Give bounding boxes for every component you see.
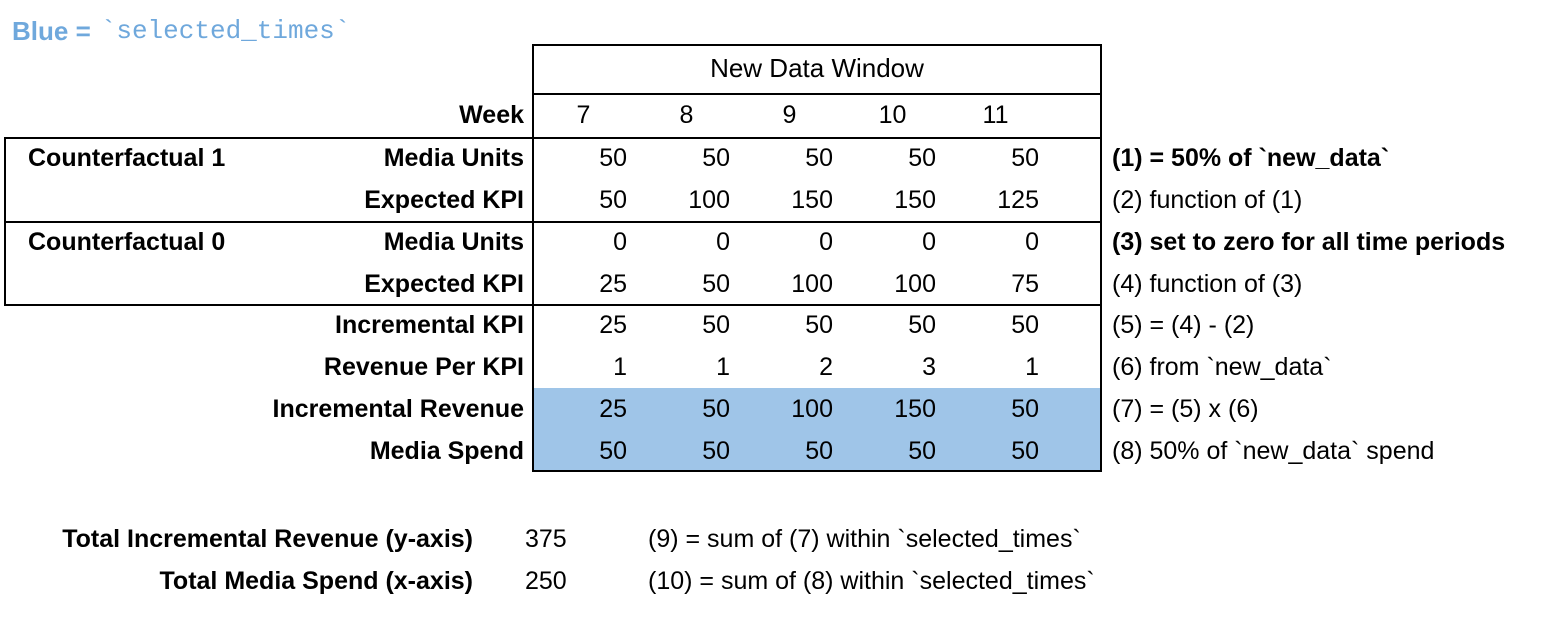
data-cell: 25 <box>599 394 627 423</box>
row-annotation: (5) = (4) - (2) <box>1112 310 1255 339</box>
row-annotation: (4) function of (3) <box>1112 269 1303 298</box>
table-header-new-data-window: New Data Window <box>710 53 924 83</box>
week-cell: 9 <box>782 100 797 129</box>
data-cell: 1 <box>716 352 730 381</box>
data-cell: 1 <box>1025 352 1039 381</box>
data-cell: 100 <box>791 269 833 298</box>
data-cell: 50 <box>805 310 833 339</box>
data-cell: 100 <box>791 394 833 423</box>
label-box-border-left <box>4 137 6 306</box>
data-cell: 50 <box>805 436 833 465</box>
data-cell: 50 <box>702 436 730 465</box>
data-cell: 50 <box>599 185 627 214</box>
data-cell: 50 <box>599 436 627 465</box>
data-cell: 25 <box>599 269 627 298</box>
counterfactual0-bottom-border <box>4 304 1102 306</box>
group-label-counterfactual-1: Counterfactual 1 <box>28 143 226 172</box>
summary-row: Total Media Spend (x-axis) 250 (10) = su… <box>0 563 1544 599</box>
data-cell: 25 <box>599 310 627 339</box>
data-cell: 50 <box>1011 394 1039 423</box>
legend-note-label: Blue = <box>12 15 91 46</box>
data-cell: 50 <box>702 269 730 298</box>
data-cell: 50 <box>908 436 936 465</box>
summary-annotation: (10) = sum of (8) within `selected_times… <box>648 566 1095 595</box>
summary-value: 250 <box>525 566 567 595</box>
table-row: Media Units 50 50 50 50 50 (1) = 50% of … <box>0 137 1544 179</box>
row-label: Media Spend <box>369 436 524 465</box>
selected-times-highlight <box>534 388 1100 470</box>
data-cell: 150 <box>894 185 936 214</box>
data-cell: 50 <box>908 310 936 339</box>
row-annotation: (3) set to zero for all time periods <box>1112 227 1506 256</box>
week-cell: 7 <box>576 100 591 129</box>
row-label: Expected KPI <box>364 185 524 214</box>
row-label: Media Units <box>383 143 524 172</box>
week-cell: 11 <box>982 100 1009 129</box>
table-border-bottom <box>532 470 1102 472</box>
data-cell: 150 <box>791 185 833 214</box>
table-row: Revenue Per KPI 1 1 2 3 1 (6) from `new_… <box>0 346 1544 388</box>
week-cell: 8 <box>679 100 694 129</box>
data-cell: 1 <box>613 352 627 381</box>
header-divider <box>532 93 1102 95</box>
summary-annotation: (9) = sum of (7) within `selected_times` <box>648 524 1081 553</box>
summary-row: Total Incremental Revenue (y-axis) 375 (… <box>0 521 1544 557</box>
legend-note: Blue = `selected_times` <box>12 14 350 48</box>
row-annotation: (1) = 50% of `new_data` <box>1112 143 1390 172</box>
table-row: Media Units 0 0 0 0 0 (3) set to zero fo… <box>0 221 1544 263</box>
data-cell: 150 <box>894 394 936 423</box>
table-row: Expected KPI 50 100 150 150 125 (2) func… <box>0 179 1544 221</box>
table-border-right <box>1100 44 1102 472</box>
data-cell: 3 <box>922 352 936 381</box>
data-cell: 0 <box>613 227 627 256</box>
table-row-highlighted: Incremental Revenue 25 50 100 150 50 (7)… <box>0 388 1544 430</box>
row-annotation: (6) from `new_data` <box>1112 352 1332 381</box>
row-label: Expected KPI <box>364 269 524 298</box>
data-cell: 0 <box>819 227 833 256</box>
week-row: Week 7 8 9 10 11 <box>0 93 1544 137</box>
counterfactual-divider <box>4 221 1102 223</box>
data-cell: 50 <box>1011 436 1039 465</box>
data-cell: 50 <box>702 310 730 339</box>
data-cell: 100 <box>894 269 936 298</box>
table-border-left <box>532 44 534 472</box>
week-cell: 10 <box>878 100 907 129</box>
table-row-highlighted: Media Spend 50 50 50 50 50 (8) 50% of `n… <box>0 430 1544 472</box>
data-cell: 50 <box>702 143 730 172</box>
data-cell: 50 <box>805 143 833 172</box>
data-cell: 50 <box>1011 143 1039 172</box>
data-cell: 0 <box>1025 227 1039 256</box>
row-label: Media Units <box>383 227 524 256</box>
row-label: Incremental KPI <box>335 310 524 339</box>
row-label: Revenue Per KPI <box>323 352 524 381</box>
data-cell: 50 <box>908 143 936 172</box>
row-annotation: (2) function of (1) <box>1112 185 1303 214</box>
summary-value: 375 <box>525 524 567 553</box>
data-cell: 0 <box>716 227 730 256</box>
data-cell: 2 <box>819 352 833 381</box>
group-label-counterfactual-0: Counterfactual 0 <box>28 227 226 256</box>
data-cell: 50 <box>1011 310 1039 339</box>
week-row-label: Week <box>459 100 524 129</box>
row-annotation: (7) = (5) x (6) <box>1112 394 1259 423</box>
data-cell: 75 <box>1011 269 1039 298</box>
summary-label: Total Incremental Revenue (y-axis) <box>62 524 473 553</box>
data-cell: 50 <box>702 394 730 423</box>
data-cell: 50 <box>599 143 627 172</box>
table-border-top <box>532 44 1102 46</box>
table-row: Incremental KPI 25 50 50 50 50 (5) = (4)… <box>0 304 1544 346</box>
table-row: Expected KPI 25 50 100 100 75 (4) functi… <box>0 263 1544 305</box>
row-annotation: (8) 50% of `new_data` spend <box>1112 436 1435 465</box>
data-cell: 125 <box>997 185 1039 214</box>
week-divider <box>4 137 1102 139</box>
legend-note-code: `selected_times` <box>100 16 351 46</box>
summary-label: Total Media Spend (x-axis) <box>159 566 473 595</box>
data-cell: 100 <box>688 185 730 214</box>
row-label: Incremental Revenue <box>272 394 525 423</box>
data-cell: 0 <box>922 227 936 256</box>
